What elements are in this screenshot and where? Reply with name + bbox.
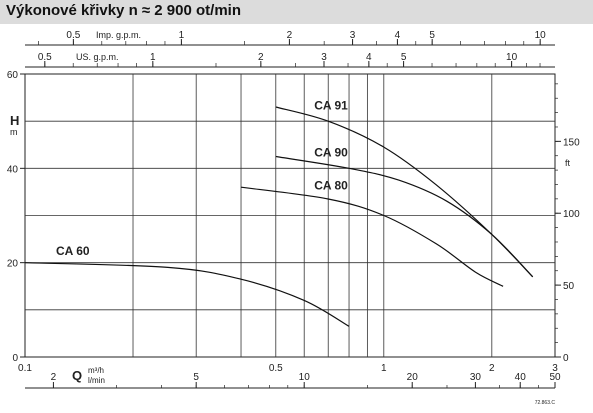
- curve-ca-90: [275, 155, 534, 278]
- chart-title: Výkonové křivky n ≈ 2 900 ot/min: [6, 2, 241, 19]
- y-axis-unit: m: [10, 127, 18, 137]
- y2-tick-label: 50: [563, 281, 575, 292]
- curve-label-ca-80: CA 80: [314, 179, 348, 193]
- us-axis-unit: US. g.p.m.: [76, 52, 119, 62]
- us-tick-label: 3: [321, 52, 327, 63]
- y-tick-label: 20: [7, 259, 19, 270]
- x-tick-label: 0.1: [18, 363, 32, 374]
- y2-tick-label: 100: [563, 209, 580, 220]
- us-tick-label: 2: [258, 52, 264, 63]
- us-tick-label: 10: [506, 52, 518, 63]
- us-tick-label: 0.5: [38, 52, 52, 63]
- title-bar: Výkonové křivky n ≈ 2 900 ot/min: [0, 0, 593, 24]
- x-tick-label: 2: [489, 363, 495, 374]
- curve-ca-60: [24, 262, 350, 327]
- imp-tick-label: 4: [395, 30, 401, 41]
- lmin-tick-label: 10: [299, 372, 311, 383]
- us-tick-label: 4: [366, 52, 372, 63]
- y-tick-label: 40: [7, 164, 19, 175]
- lmin-tick-label: 20: [407, 372, 419, 383]
- us-tick-label: 1: [150, 52, 156, 63]
- x-tick-label: 3: [552, 363, 558, 374]
- y2-axis-unit: ft: [565, 158, 571, 168]
- y-tick-label: 60: [7, 70, 19, 81]
- curve-ca-80: [240, 186, 504, 287]
- imp-axis-unit: Imp. g.p.m.: [96, 30, 141, 40]
- curve-label-ca-91: CA 91: [314, 98, 348, 112]
- lmin-tick-label: 50: [549, 372, 561, 383]
- imp-tick-label: 5: [429, 30, 435, 41]
- imp-tick-label: 1: [179, 30, 185, 41]
- y2-tick-label: 0: [563, 353, 569, 364]
- x-axis-lmin-unit: l/min: [88, 376, 105, 385]
- x-tick-label: 0.5: [269, 363, 283, 374]
- imp-tick-label: 3: [350, 30, 356, 41]
- curve-label-ca-60: CA 60: [56, 244, 90, 258]
- imp-tick-label: 2: [287, 30, 293, 41]
- lmin-tick-label: 40: [515, 372, 527, 383]
- y-axis-label: H: [10, 113, 19, 128]
- x-axis-label: Q: [72, 368, 82, 383]
- y-tick-label: 0: [12, 353, 18, 364]
- footnote: 72.863.C: [535, 400, 556, 406]
- imp-tick-label: 0.5: [66, 30, 80, 41]
- x-axis-unit: m³/h: [88, 366, 104, 375]
- y2-tick-label: 150: [563, 137, 580, 148]
- lmin-tick-label: 2: [51, 372, 57, 383]
- curve-label-ca-90: CA 90: [314, 146, 348, 160]
- imp-tick-label: 10: [535, 30, 547, 41]
- lmin-tick-label: 5: [193, 372, 199, 383]
- us-tick-label: 5: [401, 52, 407, 63]
- lmin-tick-label: 30: [470, 372, 482, 383]
- x-tick-label: 1: [381, 363, 387, 374]
